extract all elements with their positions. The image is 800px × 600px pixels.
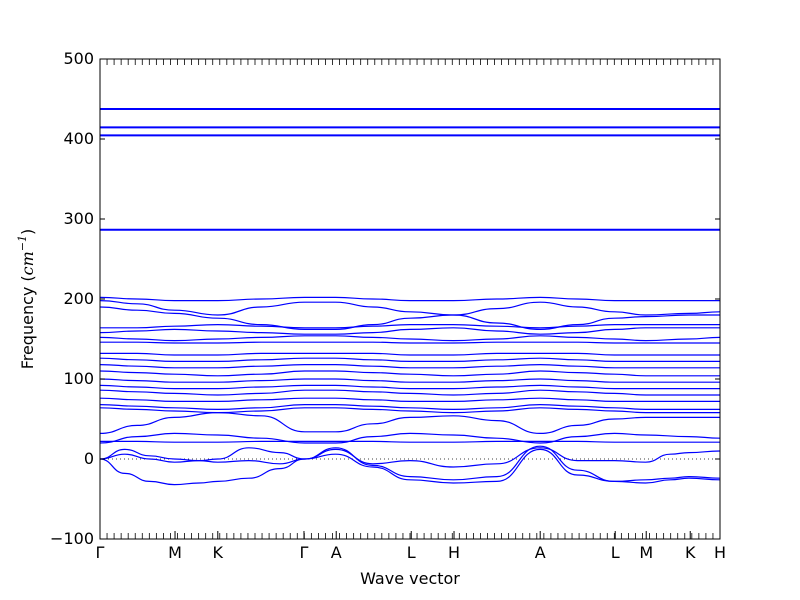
band-5 — [99, 335, 721, 342]
x-tick-label: H — [448, 543, 460, 562]
x-axis-label: Wave vector — [360, 569, 460, 588]
y-axis-label-text: Frequency — [18, 287, 37, 370]
band-13 — [99, 389, 720, 396]
band-21 — [99, 448, 721, 484]
band-2 — [99, 306, 720, 331]
band-1 — [99, 300, 721, 316]
band-7 — [99, 352, 720, 356]
y-axis-unit: cm — [18, 251, 37, 275]
band-9 — [99, 363, 720, 369]
y-tick-label: 200 — [63, 289, 94, 308]
band-12 — [99, 384, 720, 390]
band-0 — [99, 296, 720, 302]
band-15 — [99, 403, 720, 411]
series-layer — [99, 107, 721, 486]
x-tick-label: M — [168, 543, 182, 562]
band-19 — [99, 432, 721, 444]
y-tick-label: 500 — [63, 49, 94, 68]
band-4 — [99, 327, 720, 335]
y-axis-unit-close: ) — [18, 229, 37, 235]
y-tick-label: 100 — [63, 369, 94, 388]
band-6 — [100, 341, 720, 344]
band-8 — [99, 357, 720, 362]
band-16 — [99, 407, 720, 414]
x-tick-label: Γ — [300, 543, 309, 562]
y-axis-unit-open: ( — [18, 275, 37, 281]
y-axis-label: Frequency (cm−1) — [16, 229, 37, 370]
x-tick-label: A — [535, 543, 546, 562]
band-11 — [99, 378, 720, 383]
plot-frame — [99, 58, 721, 540]
x-tick-label: L — [611, 543, 620, 562]
band-20 — [99, 445, 721, 486]
y-tick-label: −100 — [50, 529, 94, 548]
band-14 — [99, 397, 720, 402]
band-22 — [99, 447, 721, 468]
x-tick-label: Γ — [96, 543, 105, 562]
y-tick-label: 0 — [84, 449, 94, 468]
y-tick-label: 400 — [63, 129, 94, 148]
x-tick-label: K — [213, 543, 224, 562]
band-10 — [99, 370, 720, 377]
x-tick-label: L — [407, 543, 416, 562]
x-tick-label: A — [331, 543, 342, 562]
band-18 — [99, 440, 720, 443]
tick-layer — [99, 58, 721, 540]
y-axis-unit-exponent: −1 — [16, 235, 29, 251]
y-tick-label: 300 — [63, 209, 94, 228]
x-tick-label: M — [639, 543, 653, 562]
x-tick-label: K — [685, 543, 696, 562]
x-tick-label: H — [714, 543, 726, 562]
band-17 — [99, 411, 720, 435]
band-3 — [100, 323, 720, 329]
